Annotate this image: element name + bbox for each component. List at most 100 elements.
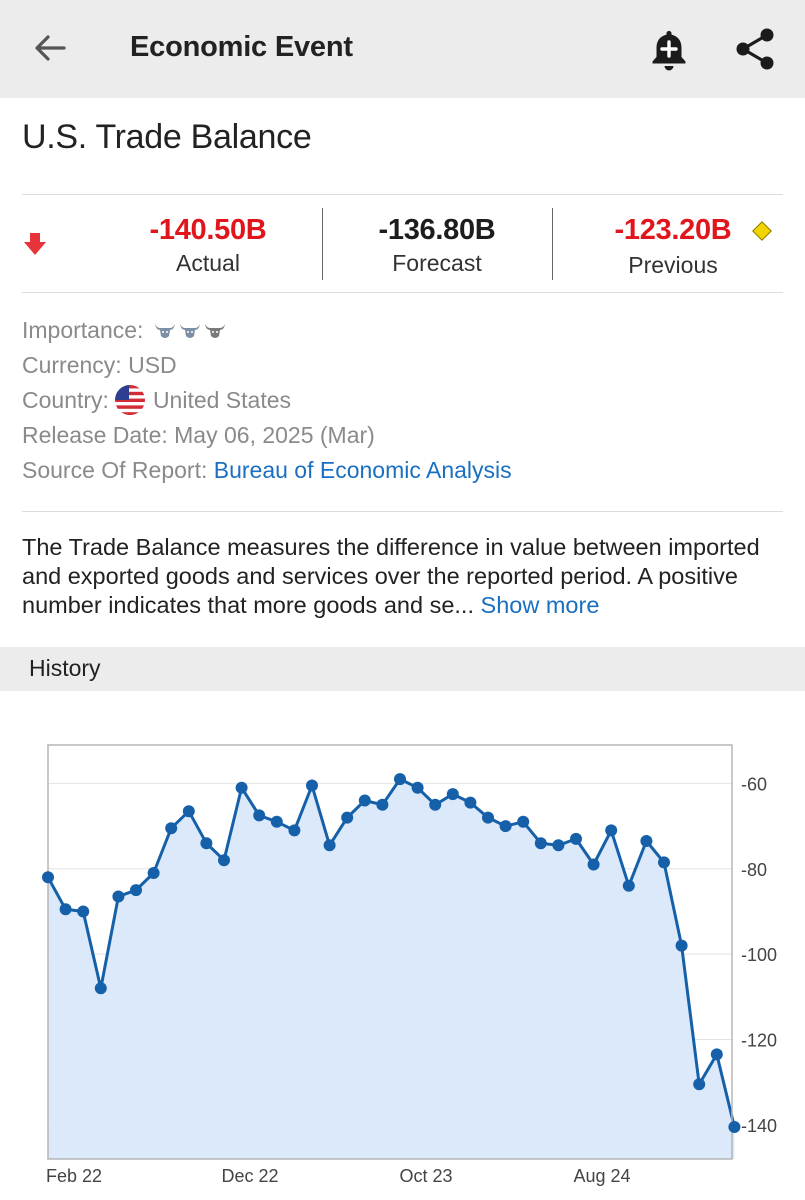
data-point [358,794,371,807]
arrow-left-icon [35,35,66,61]
data-point [622,879,635,892]
app-bar: Economic Event [0,0,805,98]
data-point [710,1048,723,1061]
release-date-value: May 06, 2025 (Mar) [174,422,375,448]
share-button[interactable] [732,26,778,72]
bull-icon [179,324,200,338]
arrow-down-icon [24,233,46,255]
data-point [306,779,318,792]
actual-value: -140.50B [149,214,267,246]
data-point [499,820,512,833]
divider [22,292,783,293]
data-point [675,939,688,952]
data-point [130,884,142,897]
data-point [341,811,354,824]
us-flag-icon [114,385,145,415]
y-tick-label: -120 [741,1030,777,1050]
actual-stat: -140.50B Actual [113,212,303,278]
forecast-label: Forecast [392,250,482,276]
data-point [218,854,230,867]
data-point [464,796,477,809]
data-point [394,773,406,786]
data-point [42,871,54,884]
data-point [446,788,459,801]
history-section-header: History [0,647,805,691]
forecast-value: -136.80B [378,214,496,246]
previous-stat: -123.20B Previous [578,212,768,280]
data-point [376,798,389,811]
stat-divider [552,208,553,280]
data-point [605,824,618,837]
bull-icon [154,324,175,338]
event-description: The Trade Balance measures the differenc… [22,533,792,620]
currency-row: Currency: USD [22,350,177,380]
y-tick-label: -80 [741,860,767,880]
source-label: Source Of Report: [22,457,208,483]
data-point [482,811,494,824]
data-point [253,809,266,822]
series-line [46,777,736,1128]
y-tick-label: -100 [741,945,777,965]
back-button[interactable] [28,26,72,70]
show-more-link[interactable]: Show more [480,592,600,618]
data-point [77,905,90,918]
data-point [94,982,107,995]
data-point [323,839,336,852]
divider [22,194,783,195]
importance-bulls [154,317,229,343]
history-label: History [29,655,101,681]
data-point [517,815,530,828]
y-tick-label: -140 [741,1116,777,1136]
actual-label: Actual [176,250,240,276]
y-tick-label: -60 [741,774,767,794]
importance-label: Importance: [22,317,144,343]
previous-value: -123.20B [614,214,732,246]
importance-row: Importance: [22,315,229,345]
country-row: Country: United States [22,385,291,415]
data-point [200,837,213,850]
data-point [288,824,301,837]
description-text: The Trade Balance measures the differenc… [22,534,760,618]
stat-divider [322,208,323,280]
source-row: Source Of Report: Bureau of Economic Ana… [22,455,512,485]
x-tick-label: Feb 22 [46,1166,102,1186]
data-point [165,822,178,835]
data-point [270,815,283,828]
add-alert-button[interactable] [645,26,693,74]
bull-icon [204,324,225,338]
x-tick-label: Dec 22 [221,1166,278,1186]
history-chart[interactable]: -60 -80 -100 -120 -140 Feb 22 Dec 22 Oct 23 Aug … [0,700,805,1200]
data-point [235,781,248,794]
bell-plus-icon [652,31,686,71]
data-point [59,903,72,916]
release-date-label: Release Date: [22,422,168,448]
data-point [640,835,653,847]
country-value: United States [152,387,292,413]
divider [22,511,783,512]
data-point [693,1078,706,1091]
source-link[interactable]: Bureau of Economic Analysis [213,457,512,483]
series-area [48,779,735,1159]
app-bar-title: Economic Event [130,31,353,63]
data-point [728,1121,741,1133]
forecast-stat: -136.80B Forecast [342,212,532,278]
data-point [411,781,424,794]
release-date-row: Release Date: May 06, 2025 (Mar) [22,420,375,450]
data-point [182,805,195,818]
share-icon [736,28,774,70]
x-tick-label: Oct 23 [399,1166,452,1186]
event-title: U.S. Trade Balance [22,118,312,156]
currency-label: Currency: [22,352,122,378]
data-point [552,839,565,852]
data-point [147,867,160,879]
plot-frame [47,744,733,1160]
data-point [658,856,670,869]
data-point [534,837,547,850]
data-point [112,890,125,903]
data-point [587,858,600,871]
data-point [570,832,582,845]
previous-label: Previous [628,252,718,278]
currency-value: USD [128,352,177,378]
data-point [429,798,442,811]
country-label: Country: [22,387,109,413]
